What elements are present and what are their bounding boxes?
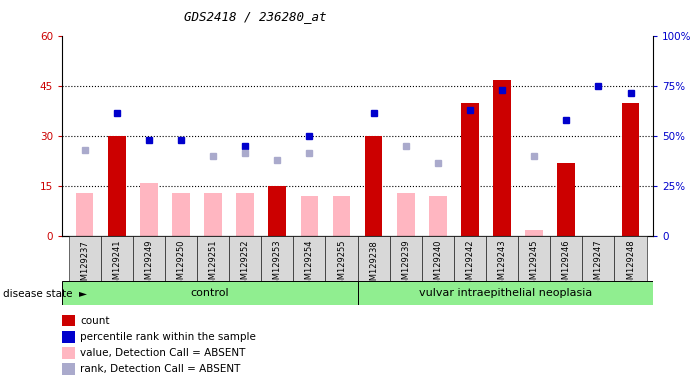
- Bar: [62, 281, 358, 305]
- Bar: [622, 103, 639, 236]
- Bar: [205, 193, 222, 236]
- Bar: [525, 230, 543, 236]
- Text: GSM129250: GSM129250: [176, 240, 185, 290]
- Text: GSM129251: GSM129251: [209, 240, 218, 290]
- Bar: [422, 236, 454, 282]
- Text: GSM129248: GSM129248: [626, 240, 635, 290]
- Bar: [294, 236, 325, 282]
- Bar: [332, 196, 350, 236]
- Text: GSM129238: GSM129238: [369, 240, 378, 291]
- Bar: [68, 236, 101, 282]
- Text: rank, Detection Call = ABSENT: rank, Detection Call = ABSENT: [80, 364, 240, 374]
- Text: percentile rank within the sample: percentile rank within the sample: [80, 332, 256, 342]
- Bar: [165, 236, 197, 282]
- Text: GSM129240: GSM129240: [433, 240, 442, 290]
- Bar: [197, 236, 229, 282]
- Text: GSM129255: GSM129255: [337, 240, 346, 290]
- Bar: [133, 236, 165, 282]
- Bar: [583, 236, 614, 282]
- Text: vulvar intraepithelial neoplasia: vulvar intraepithelial neoplasia: [419, 288, 592, 298]
- Text: GSM129252: GSM129252: [240, 240, 249, 290]
- Bar: [358, 281, 653, 305]
- Bar: [558, 163, 575, 236]
- Text: GSM129239: GSM129239: [401, 240, 410, 290]
- Bar: [614, 236, 647, 282]
- Text: count: count: [80, 316, 110, 326]
- Text: GSM129245: GSM129245: [530, 240, 539, 290]
- Text: disease state  ►: disease state ►: [3, 289, 88, 299]
- Bar: [101, 236, 133, 282]
- Bar: [358, 236, 390, 282]
- Bar: [550, 236, 583, 282]
- Bar: [76, 193, 93, 236]
- Bar: [108, 136, 126, 236]
- Bar: [461, 103, 479, 236]
- Text: GDS2418 / 236280_at: GDS2418 / 236280_at: [184, 10, 327, 23]
- Text: GSM129249: GSM129249: [144, 240, 153, 290]
- Text: GSM129241: GSM129241: [112, 240, 122, 290]
- Text: control: control: [191, 288, 229, 298]
- Bar: [493, 80, 511, 236]
- Text: GSM129253: GSM129253: [273, 240, 282, 290]
- Bar: [301, 196, 319, 236]
- Text: GSM129243: GSM129243: [498, 240, 507, 290]
- Bar: [140, 183, 158, 236]
- Bar: [454, 236, 486, 282]
- Bar: [518, 236, 550, 282]
- Text: GSM129237: GSM129237: [80, 240, 89, 291]
- Text: GSM129254: GSM129254: [305, 240, 314, 290]
- Text: value, Detection Call = ABSENT: value, Detection Call = ABSENT: [80, 348, 245, 358]
- Bar: [429, 196, 446, 236]
- Bar: [397, 193, 415, 236]
- Bar: [269, 186, 286, 236]
- Bar: [172, 193, 190, 236]
- Bar: [229, 236, 261, 282]
- Text: GSM129247: GSM129247: [594, 240, 603, 290]
- Bar: [365, 136, 383, 236]
- Text: GSM129242: GSM129242: [466, 240, 475, 290]
- Bar: [390, 236, 422, 282]
- Bar: [325, 236, 358, 282]
- Bar: [236, 193, 254, 236]
- Bar: [486, 236, 518, 282]
- Text: GSM129246: GSM129246: [562, 240, 571, 290]
- Bar: [261, 236, 294, 282]
